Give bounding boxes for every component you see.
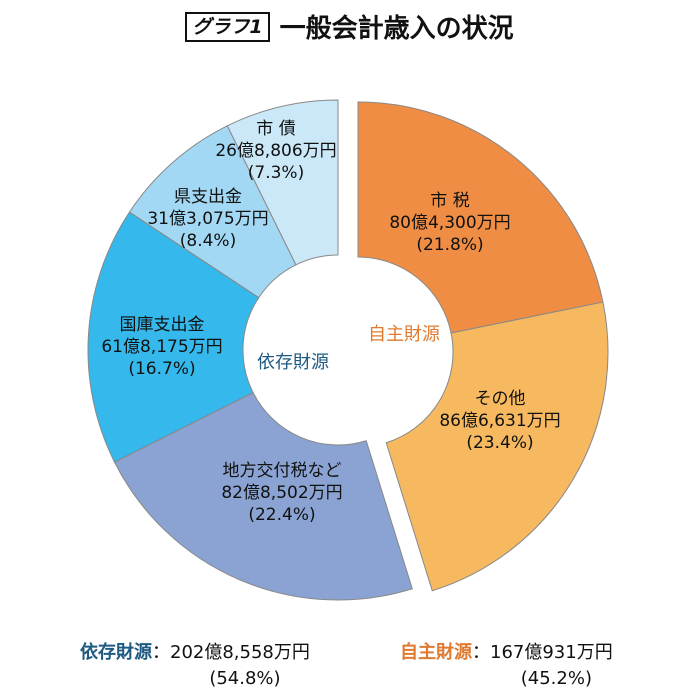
- slice-label-5: 市 債 26億8,806万円 (7.3%): [215, 119, 337, 183]
- slice-label-4: 県支出金 31億3,075万円 (8.4%): [147, 187, 269, 251]
- slice-0: [357, 101, 604, 334]
- group-label-dependent: 依存財源: [257, 352, 329, 373]
- chart-title: グラフ1 一般会計歳入の状況: [0, 8, 699, 45]
- self-total-amount: 167億931万円: [490, 642, 613, 663]
- slice-1: [385, 301, 609, 592]
- self-total-name: 自主財源: [400, 642, 472, 663]
- slice-label-3: 国庫支出金 61億8,175万円 (16.7%): [101, 315, 223, 379]
- dependent-total-name: 依存財源: [80, 642, 152, 663]
- self-total: 自主財源：167億931万円 (45.2%): [400, 640, 613, 692]
- figure-badge: グラフ1: [185, 11, 270, 42]
- slice-5: [226, 99, 339, 266]
- slice-label-2: 地方交付税など 82億8,502万円 (22.4%): [221, 461, 343, 525]
- self-total-pct: (45.2%): [520, 668, 592, 689]
- slice-label-1: その他 86億6,631万円 (23.4%): [439, 389, 561, 453]
- dependent-total: 依存財源：202億8,558万円 (54.8%): [80, 640, 310, 692]
- dependent-total-amount: 202億8,558万円: [170, 642, 310, 663]
- title-text: 一般会計歳入の状況: [279, 14, 514, 44]
- slice-3: [87, 211, 260, 463]
- slice-label-0: 市 税 80億4,300万円 (21.8%): [389, 191, 511, 255]
- slice-2: [113, 391, 413, 601]
- group-label-self: 自主財源: [368, 324, 440, 345]
- dependent-total-pct: (54.8%): [209, 668, 281, 689]
